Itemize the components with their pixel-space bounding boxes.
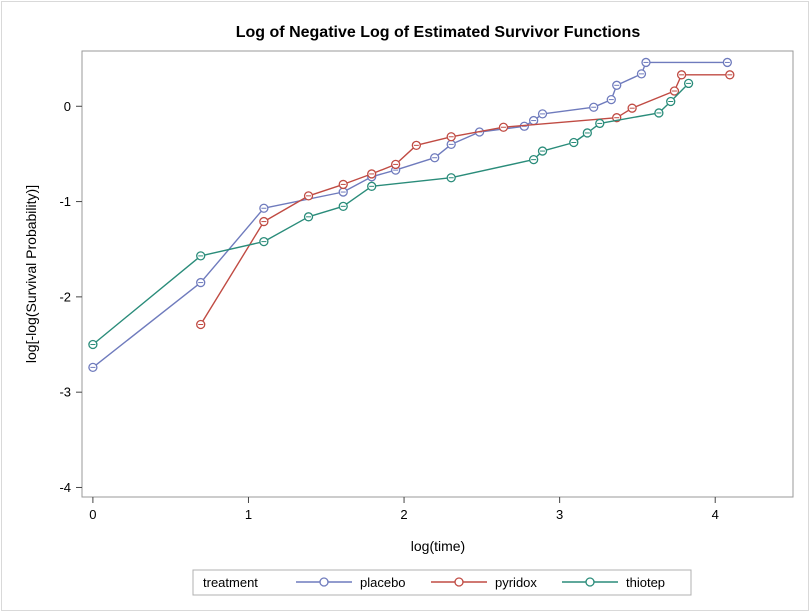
series-layer (88, 57, 735, 373)
legend: treatment placebo pyridox thiotep (192, 569, 692, 596)
legend-item-placebo: placebo (296, 575, 406, 590)
y-tick-label: -1 (59, 194, 71, 209)
y-tick-label: -2 (59, 289, 71, 304)
legend-marker (454, 577, 464, 587)
y-tick-label: 0 (64, 99, 71, 114)
y-tick-label: -4 (59, 480, 71, 495)
legend-item-thiotep: thiotep (562, 575, 665, 590)
legend-marker (585, 577, 595, 587)
series-line-pyridox (200, 74, 730, 325)
legend-items: placebo pyridox thiotep (296, 575, 665, 590)
series-thiotep (88, 78, 694, 350)
legend-label: pyridox (495, 575, 537, 590)
x-tick-label: 2 (400, 507, 407, 522)
legend-label: thiotep (626, 575, 665, 590)
legend-marker (319, 577, 329, 587)
x-tick-label: 4 (712, 507, 719, 522)
legend-label: placebo (360, 575, 406, 590)
x-tick-label: 0 (89, 507, 96, 522)
x-tick-label: 3 (556, 507, 563, 522)
legend-title: treatment (203, 575, 258, 590)
x-tick-label: 1 (245, 507, 252, 522)
plot-area (81, 50, 794, 498)
y-axis: -4 -3 -2 -1 0 (59, 99, 82, 495)
y-axis-label: log[-log(Survival Probability)] (23, 185, 39, 363)
series-pyridox (196, 70, 735, 330)
y-tick-label: -3 (59, 385, 71, 400)
x-axis-label: log(time) (411, 538, 465, 554)
x-axis: 0 1 2 3 4 (89, 497, 719, 522)
chart-title: Log of Negative Log of Estimated Survivo… (236, 24, 641, 41)
legend-item-pyridox: pyridox (431, 575, 537, 590)
